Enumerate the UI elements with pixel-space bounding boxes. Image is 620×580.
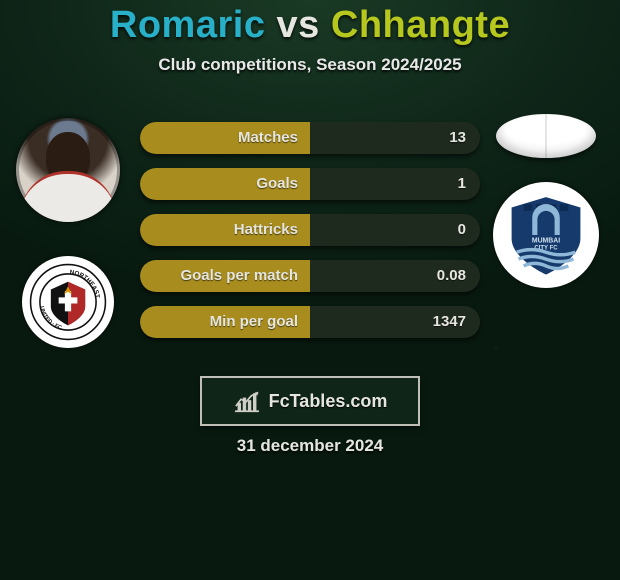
stat-value: 0.08	[310, 260, 480, 292]
stat-value: 0	[310, 214, 480, 246]
stat-row: Goals1	[140, 168, 480, 200]
subtitle: Club competitions, Season 2024/2025	[0, 55, 620, 75]
chart-icon	[233, 389, 261, 413]
stat-row: Hattricks0	[140, 214, 480, 246]
stat-value: 1347	[310, 306, 480, 338]
stat-label: Min per goal	[140, 306, 310, 338]
stat-value: 13	[310, 122, 480, 154]
stat-label: Matches	[140, 122, 310, 154]
club1-badge: NORTHEAST UNITED · FC	[22, 256, 114, 348]
stat-label: Hattricks	[140, 214, 310, 246]
player2-avatar-placeholder	[496, 114, 596, 158]
footer-date: 31 december 2024	[0, 436, 620, 456]
jersey-brand: Joma	[55, 206, 81, 216]
site-name: FcTables.com	[269, 391, 388, 412]
stats-list: Matches13Goals1Hattricks0Goals per match…	[140, 122, 480, 338]
club2-badge-icon: MUMBAI CITY FC	[503, 192, 589, 278]
player1-name: Romaric	[110, 4, 266, 46]
svg-text:MUMBAI: MUMBAI	[532, 238, 560, 245]
page-title: Romaric vs Chhangte	[0, 0, 620, 47]
vs-label: vs	[277, 4, 320, 46]
stat-row: Goals per match0.08	[140, 260, 480, 292]
site-logo-box: FcTables.com	[200, 376, 420, 426]
right-column: MUMBAI CITY FC	[486, 114, 606, 288]
club2-badge: MUMBAI CITY FC	[493, 182, 599, 288]
stat-value: 1	[310, 168, 480, 200]
stat-row: Matches13	[140, 122, 480, 154]
stat-label: Goals per match	[140, 260, 310, 292]
stat-label: Goals	[140, 168, 310, 200]
left-column: Joma NORTHEAST UNITED · FC	[8, 118, 128, 348]
club1-badge-icon: NORTHEAST UNITED · FC	[29, 263, 107, 341]
player1-avatar: Joma	[16, 118, 120, 222]
player2-name: Chhangte	[331, 4, 510, 46]
stat-row: Min per goal1347	[140, 306, 480, 338]
